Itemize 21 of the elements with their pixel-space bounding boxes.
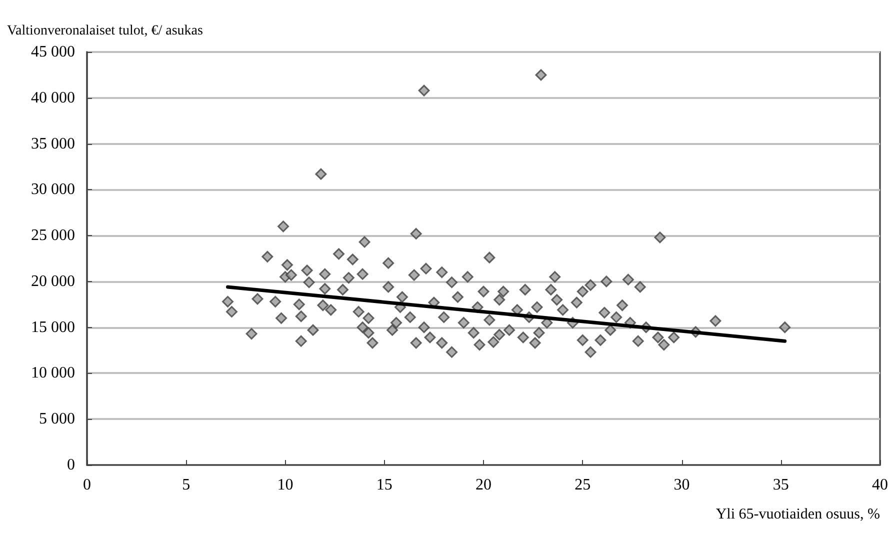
x-axis-title: Yli 65-vuotiaiden osuus, % <box>716 506 880 522</box>
x-tick-label: 0 <box>83 476 91 494</box>
x-tick-label: 25 <box>574 476 591 494</box>
y-tick-label: 10 000 <box>31 364 75 382</box>
x-tick-label: 5 <box>182 476 190 494</box>
y-tick-label: 0 <box>67 456 75 474</box>
x-tick-label: 15 <box>376 476 392 494</box>
y-tick-label: 15 000 <box>31 318 75 336</box>
y-tick-label: 35 000 <box>31 135 75 152</box>
y-tick-label: 20 000 <box>31 272 75 290</box>
x-tick-label: 40 <box>872 476 888 494</box>
x-tick-label: 35 <box>772 476 789 494</box>
y-axis-title: Valtionveronalaiset tulot, €/ asukas <box>7 24 203 38</box>
y-tick-label: 5 000 <box>39 410 75 428</box>
x-tick-label: 10 <box>277 476 294 494</box>
y-tick-label: 40 000 <box>31 89 75 106</box>
x-tick-label: 30 <box>674 476 690 494</box>
y-tick-label: 45 000 <box>31 44 75 60</box>
x-tick-label: 20 <box>476 476 492 494</box>
y-tick-label: 25 000 <box>31 227 75 244</box>
y-tick-label: 30 000 <box>31 181 75 198</box>
